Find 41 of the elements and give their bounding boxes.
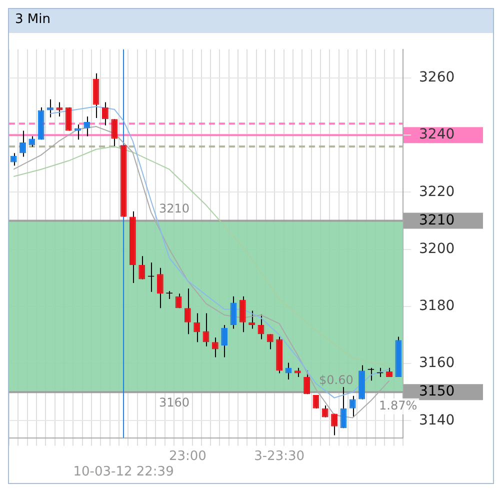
annotation: 1.87% [379, 398, 418, 413]
candlestick [266, 334, 274, 350]
candlestick [138, 256, 146, 280]
candlestick [10, 152, 17, 166]
candlestick [331, 413, 338, 436]
x-tick-label: 23:00 [168, 448, 206, 464]
annotation: 3210 [159, 201, 190, 216]
candlestick [194, 312, 200, 343]
candlestick [230, 296, 237, 330]
candlestick [184, 288, 191, 335]
candlestick [212, 337, 218, 358]
candlestick [102, 102, 108, 126]
candlestick [20, 130, 26, 158]
candlestick [294, 367, 301, 378]
y-tick-label: 3240 [419, 126, 455, 143]
candlestick [111, 118, 118, 148]
ref-line-label: 3210 [419, 212, 455, 228]
candlestick [340, 386, 347, 429]
annotation: $0.60 [319, 372, 354, 387]
candlestick [28, 136, 36, 148]
y-tick-label: 3140 [419, 412, 455, 428]
candlestick [285, 362, 292, 380]
candlestick [74, 124, 81, 140]
candlestick [349, 395, 356, 418]
candlestick [248, 310, 256, 330]
chart-title: 3 Min [9, 9, 493, 33]
y-tick-label: 3220 [419, 184, 455, 200]
candlestick [156, 267, 164, 309]
y-tick-label: 3180 [419, 298, 455, 314]
y-tick-label: 3200 [419, 240, 455, 257]
candlestick [239, 296, 246, 333]
candlestick [92, 72, 100, 118]
candlestick [304, 370, 310, 395]
candlestick [221, 324, 228, 358]
x-tick-label: 3-23:30 [254, 448, 305, 464]
x-tick-label: 10-03-12 22:39 [73, 464, 174, 480]
y-tick-label: 3160 [419, 355, 455, 372]
candlestick [84, 116, 90, 137]
ref-line-label: 3150 [419, 384, 455, 400]
annotation: 3160 [159, 396, 190, 410]
y-tick-label: 3260 [419, 70, 455, 86]
